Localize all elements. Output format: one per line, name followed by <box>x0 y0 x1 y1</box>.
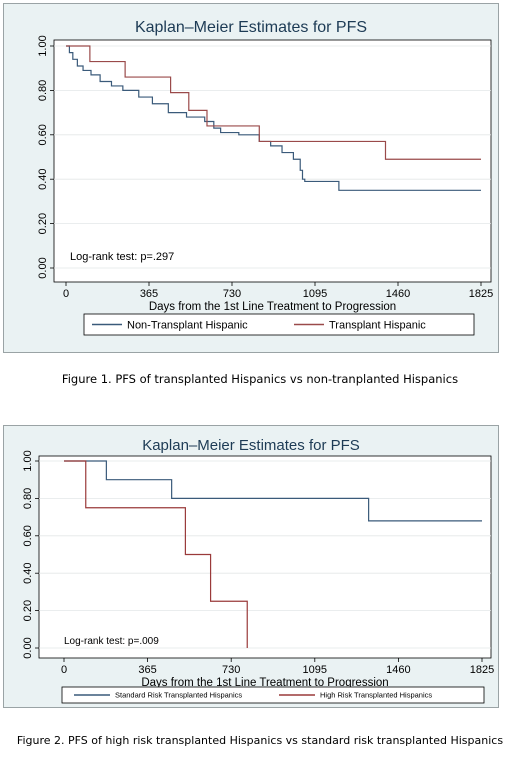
y-tick-label: 0.40 <box>22 562 34 583</box>
y-tick-label: 0.60 <box>37 124 49 145</box>
x-tick-label: 1460 <box>386 288 410 300</box>
y-tick-label: 0.40 <box>37 168 49 189</box>
chart-title: Kaplan–Meier Estimates for PFS <box>142 437 360 454</box>
x-tick-label: 730 <box>223 288 241 300</box>
km-chart-2: Kaplan–Meier Estimates for PFS 0.00 0.20 0.… <box>22 437 494 704</box>
x-tick-label: 0 <box>61 664 67 676</box>
km-curve-series-2 <box>66 45 481 160</box>
x-tick-label: 1825 <box>470 664 494 676</box>
legend-label-series-2: Transplant Hispanic <box>329 319 426 331</box>
y-tick-label: 0.20 <box>22 600 34 621</box>
x-tick-label: 1825 <box>469 288 493 300</box>
y-tick-label: 0.00 <box>22 637 34 658</box>
x-tick-label: 1460 <box>386 664 410 676</box>
x-tick-label: 0 <box>63 288 69 300</box>
legend-box <box>61 686 485 704</box>
chart-panel-1: Kaplan–Meier Estimates for PFS 0.00 0.20 0.… <box>3 3 499 353</box>
legend-label-series-1: Standard Risk Transplanted Hispanics <box>115 691 242 700</box>
chart-title: Kaplan–Meier Estimates for PFS <box>135 19 367 36</box>
plot-area <box>53 39 492 283</box>
km-curve-series-1 <box>64 460 482 522</box>
y-tick-label: 1.00 <box>37 35 49 56</box>
legend-label-series-2: High Risk Transplanted Hispanics <box>320 691 432 700</box>
x-tick-label: 730 <box>222 664 240 676</box>
y-tick-label: 0.00 <box>37 257 49 278</box>
y-tick-label: 0.20 <box>37 213 49 234</box>
km-chart-1: Kaplan–Meier Estimates for PFS 0.00 0.20 0.… <box>37 19 493 336</box>
km-curve-series-1 <box>66 45 481 191</box>
y-tick-label: 1.00 <box>22 450 34 471</box>
y-tick-label: 0.80 <box>22 488 34 509</box>
chart-panel-2: Kaplan–Meier Estimates for PFS 0.00 0.20 0.… <box>3 425 499 708</box>
x-tick-label: 365 <box>140 288 158 300</box>
x-axis-label: Days from the 1st Line Treatment to Prog… <box>149 301 396 313</box>
log-rank-annotation: Log-rank test: p=.297 <box>70 251 174 263</box>
log-rank-annotation: Log-rank test: p=.009 <box>64 636 159 647</box>
legend-box <box>83 313 475 336</box>
plot-area <box>38 455 492 659</box>
figure-2-caption: Figure 2. PFS of high risk transplanted … <box>16 734 504 747</box>
x-tick-label: 365 <box>138 664 156 676</box>
x-tick-label: 1095 <box>303 288 327 300</box>
figure-1-caption: Figure 1. PFS of transplanted Hispanics … <box>61 372 459 386</box>
legend-label-series-1: Non-Transplant Hispanic <box>127 319 248 331</box>
x-axis-label: Days from the 1st Line Treatment to Prog… <box>141 677 388 689</box>
km-curve-series-2 <box>64 460 248 648</box>
x-tick-label: 1095 <box>303 664 327 676</box>
y-tick-label: 0.60 <box>22 525 34 546</box>
y-tick-label: 0.80 <box>37 80 49 101</box>
